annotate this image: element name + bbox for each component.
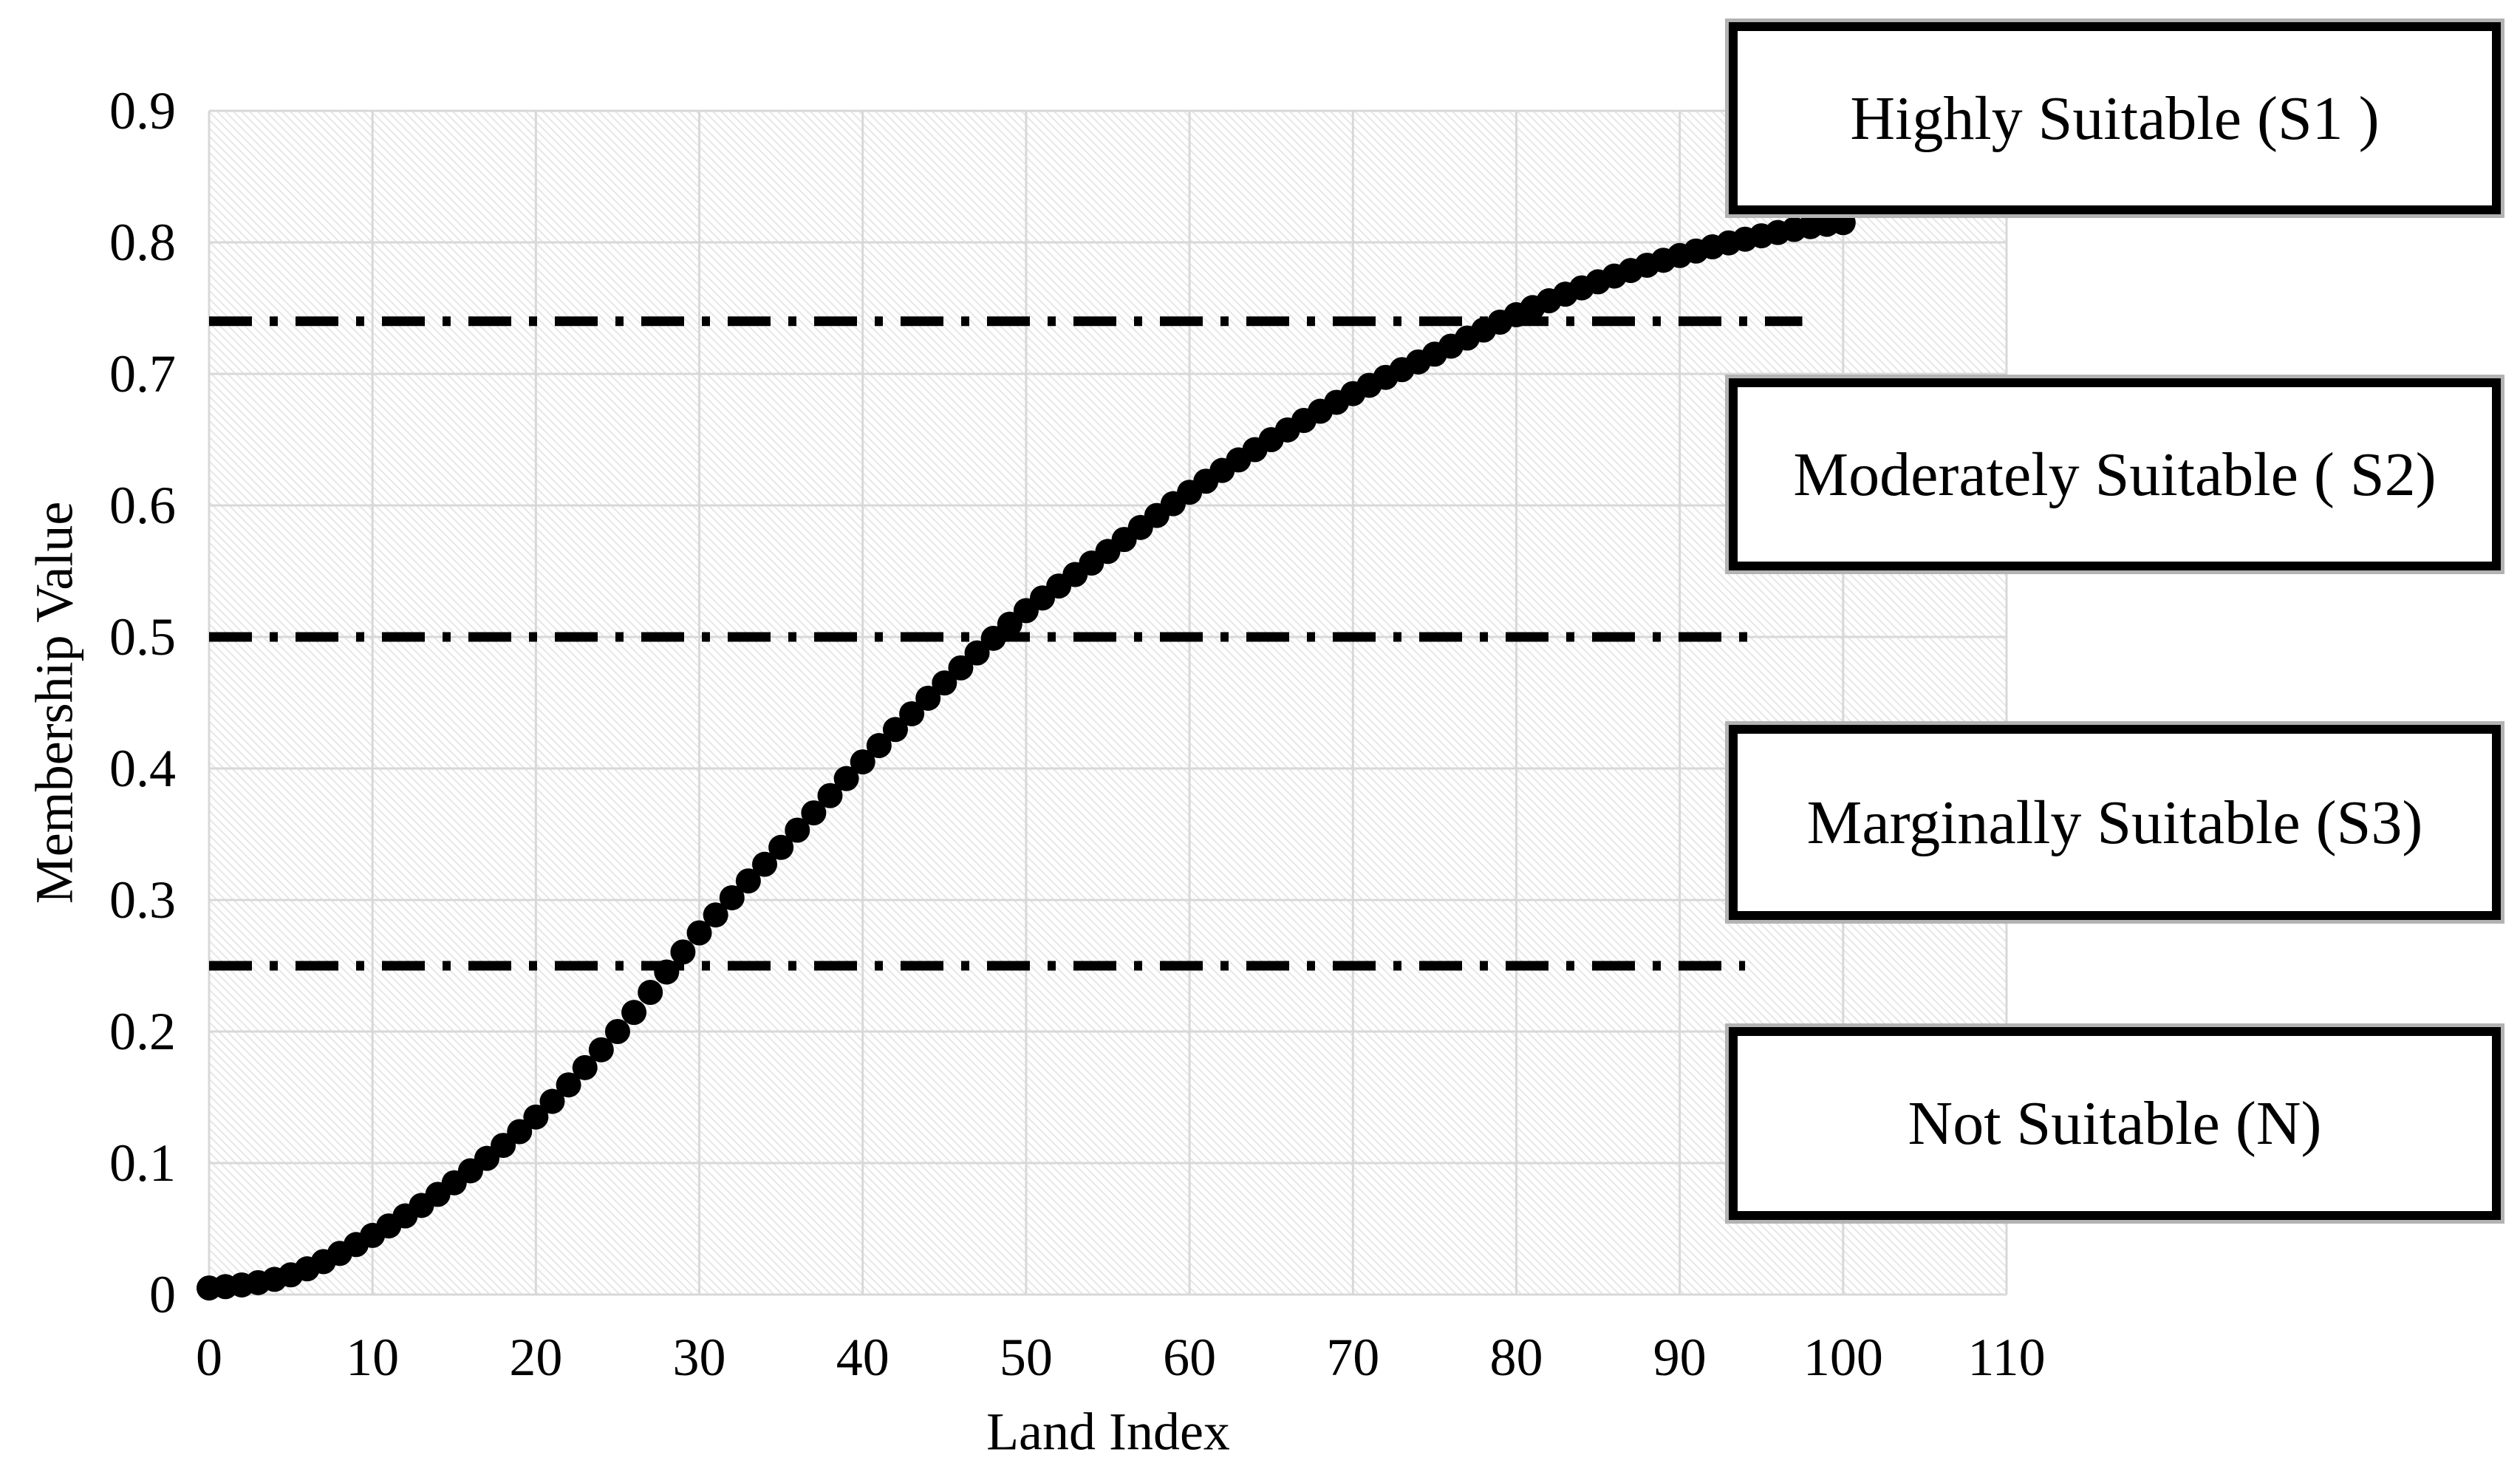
x-tick-label: 0 [196, 1328, 222, 1387]
annotation-box-not-suitable: Not Suitable (N) [1729, 1027, 2501, 1220]
x-tick-label: 110 [1967, 1328, 2046, 1387]
y-axis-title: Membership Value [24, 501, 84, 904]
y-tick-label: 0.3 [109, 870, 176, 930]
x-tick-label: 40 [836, 1328, 889, 1387]
x-tick-label: 50 [999, 1328, 1053, 1387]
annotation-box-moderately-suitable: Moderately Suitable ( S2) [1729, 378, 2501, 570]
y-tick-label: 0.5 [109, 607, 176, 667]
x-tick-label: 100 [1803, 1328, 1883, 1387]
y-tick-label: 0.2 [109, 1002, 176, 1061]
y-tick-label: 0.7 [109, 344, 176, 403]
x-tick-label: 70 [1326, 1328, 1380, 1387]
y-tick-label: 0.9 [109, 81, 176, 140]
x-tick-label: 20 [509, 1328, 563, 1387]
annotation-label-moderately-suitable: Moderately Suitable ( S2) [1793, 440, 2437, 509]
x-tick-label: 30 [672, 1328, 726, 1387]
annotation-label-highly-suitable: Highly Suitable (S1 ) [1850, 83, 2380, 153]
x-axis-title: Land Index [986, 1402, 1230, 1462]
x-tick-label: 80 [1489, 1328, 1543, 1387]
y-tick-label: 0.8 [109, 213, 176, 272]
y-tick-label: 0.1 [109, 1133, 176, 1193]
annotation-box-highly-suitable: Highly Suitable (S1 ) [1729, 22, 2501, 214]
annotation-box-marginally-suitable: Marginally Suitable (S3) [1729, 725, 2501, 920]
y-tick-label: 0 [149, 1265, 176, 1324]
x-tick-label: 10 [346, 1328, 400, 1387]
y-tick-label: 0.4 [109, 739, 176, 798]
x-tick-label: 90 [1653, 1328, 1707, 1387]
y-tick-label: 0.6 [109, 476, 176, 535]
annotation-label-not-suitable: Not Suitable (N) [1908, 1089, 2322, 1158]
x-tick-label: 60 [1163, 1328, 1217, 1387]
annotation-label-marginally-suitable: Marginally Suitable (S3) [1806, 788, 2423, 857]
